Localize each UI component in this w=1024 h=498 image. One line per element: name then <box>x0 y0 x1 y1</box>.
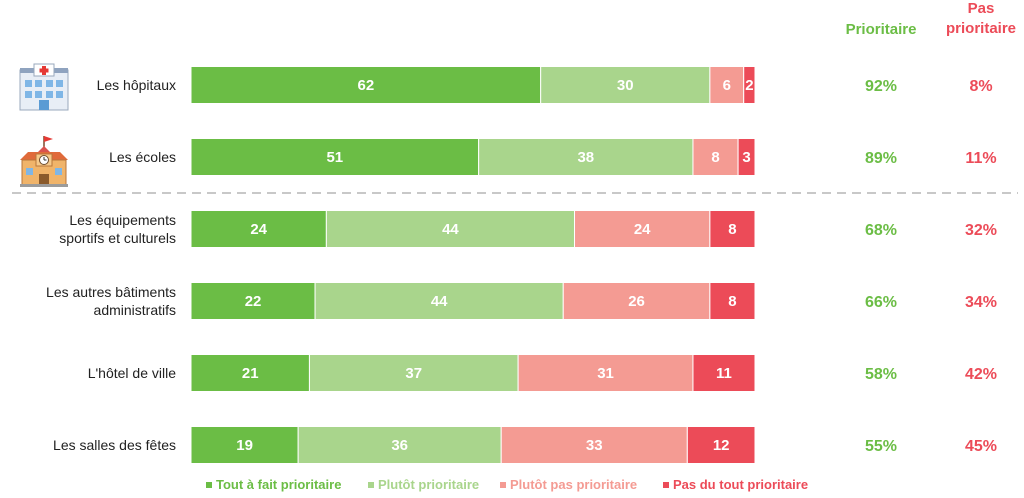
prioritaire-value: 89% <box>865 150 897 167</box>
bar-value-label: 44 <box>442 221 459 238</box>
bar-segment <box>190 138 480 176</box>
bar-value-label: 8 <box>728 221 736 238</box>
bar-value-label: 8 <box>711 149 719 166</box>
bar-value-label: 38 <box>577 149 594 166</box>
bar-segment <box>190 210 327 248</box>
bar-value-label: 24 <box>250 221 267 238</box>
bar-segment <box>562 282 711 320</box>
legend-label: Pas du tout prioritaire <box>673 477 808 492</box>
prioritaire-value: 58% <box>865 366 897 383</box>
bar-segment <box>709 210 756 248</box>
category-label: Les autres bâtiments <box>46 284 176 300</box>
category-label: Les écoles <box>109 149 176 165</box>
bar-value-label: 21 <box>242 365 259 382</box>
hospital-icon <box>19 63 69 111</box>
category-labels: Les hôpitaux Les écoles Les équipements spo… <box>46 77 176 453</box>
school-icon <box>20 136 68 187</box>
bar-segment <box>325 210 576 248</box>
legend-label: Tout à fait prioritaire <box>216 477 341 492</box>
bar-value-label: 3 <box>742 149 750 166</box>
category-label: sportifs et culturels <box>59 230 176 246</box>
bar-segment <box>190 282 316 320</box>
pas-prioritaire-value: 42% <box>965 366 997 383</box>
bar-segment <box>190 354 310 392</box>
bar-segment <box>743 66 756 104</box>
category-label: Les salles des fêtes <box>53 437 176 453</box>
legend-label: Plutôt prioritaire <box>378 477 479 492</box>
summary-columns: 92% 8% 89% 11% 68% 32% 66% 34% 58% 42% 55% 45% Prior… <box>846 0 1016 455</box>
bar-segment <box>686 426 756 464</box>
bar-segment <box>692 354 756 392</box>
category-label: Les équipements <box>69 212 176 228</box>
category-label: Les hôpitaux <box>97 77 176 93</box>
bar-value-label: 37 <box>405 365 422 382</box>
bar-value-label: 31 <box>597 365 614 382</box>
legend-label: Plutôt pas prioritaire <box>510 477 637 492</box>
bar-segment <box>314 282 564 320</box>
prioritaire-value: 66% <box>865 294 897 311</box>
bar-segment <box>308 354 519 392</box>
category-label: administratifs <box>94 302 176 318</box>
prioritaire-value: 55% <box>865 438 897 455</box>
legend-swatch <box>500 482 506 488</box>
bar-segment <box>540 66 711 104</box>
bar-segment <box>737 138 756 176</box>
pas-prioritaire-value: 45% <box>965 438 997 455</box>
bar-value-label: 51 <box>326 149 343 166</box>
prioritaire-value: 92% <box>865 78 897 95</box>
bar-value-label: 36 <box>391 437 408 454</box>
legend: Tout à fait prioritaire Plutôt prioritair… <box>206 477 808 492</box>
bar-value-label: 12 <box>713 437 730 454</box>
bar-segment <box>190 426 299 464</box>
pas-prioritaire-value: 8% <box>969 78 992 95</box>
legend-swatch <box>368 482 374 488</box>
pas-prioritaire-value: 11% <box>965 150 996 167</box>
bar-value-label: 26 <box>628 293 645 310</box>
bar-segment <box>692 138 739 176</box>
bar-value-label: 8 <box>728 293 736 310</box>
bar-segment <box>190 66 542 104</box>
summary-header: Prioritaire <box>846 21 917 38</box>
bar-segment <box>297 426 502 464</box>
bar-value-label: 24 <box>634 221 651 238</box>
legend-swatch <box>206 482 212 488</box>
bar-value-label: 19 <box>236 437 253 454</box>
bar-value-label: 33 <box>586 437 603 454</box>
bar-segment <box>574 210 711 248</box>
icons-layer <box>19 63 69 187</box>
bars-layer: 62 30 6 2 51 38 8 3 24 44 24 8 22 44 26 8 21 37 31 11 19 36 33… <box>12 66 1018 464</box>
prioritaire-value: 68% <box>865 222 897 239</box>
bar-value-label: 30 <box>617 77 634 94</box>
legend-swatch <box>663 482 669 488</box>
bar-value-label: 62 <box>357 77 374 94</box>
bar-value-label: 44 <box>431 293 448 310</box>
pas-prioritaire-value: 34% <box>965 294 997 311</box>
summary-header: Pas <box>968 0 995 17</box>
bar-value-label: 22 <box>245 293 262 310</box>
summary-header: prioritaire <box>946 20 1016 37</box>
bar-value-label: 2 <box>745 77 753 94</box>
category-label: L'hôtel de ville <box>88 365 177 381</box>
pas-prioritaire-value: 32% <box>965 222 997 239</box>
bar-segment <box>517 354 694 392</box>
bar-value-label: 11 <box>716 365 732 382</box>
bar-segment <box>709 282 756 320</box>
bar-value-label: 6 <box>723 77 731 94</box>
